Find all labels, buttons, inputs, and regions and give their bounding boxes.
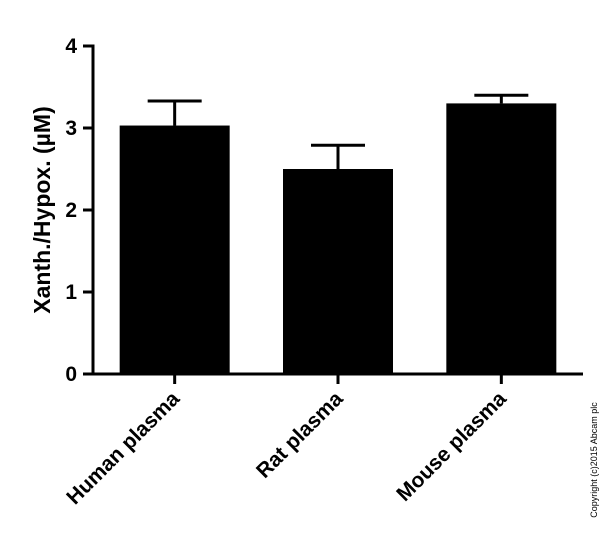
y-tick-label: 1 [65,281,77,304]
x-category-label: Rat plasma [252,387,348,483]
x-category-label: Human plasma [62,387,184,509]
x-category-label: Mouse plasma [392,387,511,506]
y-axis-title: Xanth./Hypox. (µM) [29,106,55,313]
y-tick-label: 2 [65,199,77,222]
y-tick-label: 0 [65,363,77,386]
copyright-notice: Copyright (c)2015 Abcam plc [589,402,599,518]
bar [119,125,230,374]
bar [446,103,557,375]
error-bars-layer [147,93,529,169]
y-tick-label: 3 [65,117,77,140]
bars-layer [119,103,557,375]
y-tick-label: 4 [65,35,77,58]
y-ticks-layer: 0 1 2 3 4 [65,35,93,386]
bar [283,169,393,374]
x-ticks-layer: Human plasma Rat plasma Mouse plasma [62,374,511,509]
